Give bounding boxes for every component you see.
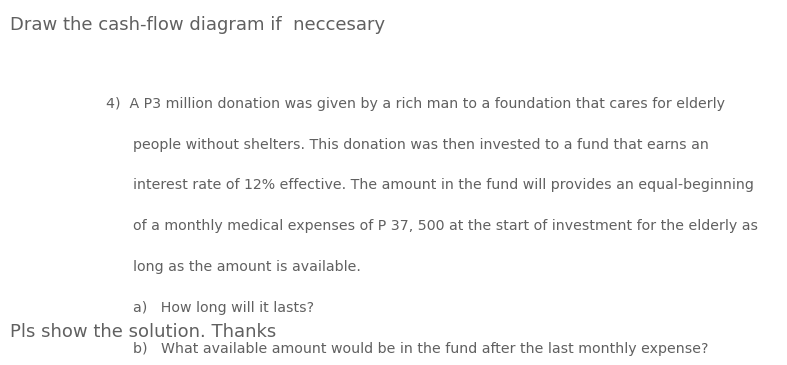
Text: people without shelters. This donation was then invested to a fund that earns an: people without shelters. This donation w… [106,138,709,151]
Text: long as the amount is available.: long as the amount is available. [106,260,361,274]
Text: interest rate of 12% effective. The amount in the fund will provides an equal-be: interest rate of 12% effective. The amou… [106,178,754,192]
Text: 4)  A P3 million donation was given by a rich man to a foundation that cares for: 4) A P3 million donation was given by a … [106,97,726,111]
Text: Pls show the solution. Thanks: Pls show the solution. Thanks [10,323,276,341]
Text: b)   What available amount would be in the fund after the last monthly expense?: b) What available amount would be in the… [106,342,709,356]
Text: Draw the cash-flow diagram if  neccesary: Draw the cash-flow diagram if neccesary [10,16,386,34]
Text: of a monthly medical expenses of P 37, 500 at the start of investment for the el: of a monthly medical expenses of P 37, 5… [106,219,758,233]
Text: a)   How long will it lasts?: a) How long will it lasts? [106,301,314,315]
